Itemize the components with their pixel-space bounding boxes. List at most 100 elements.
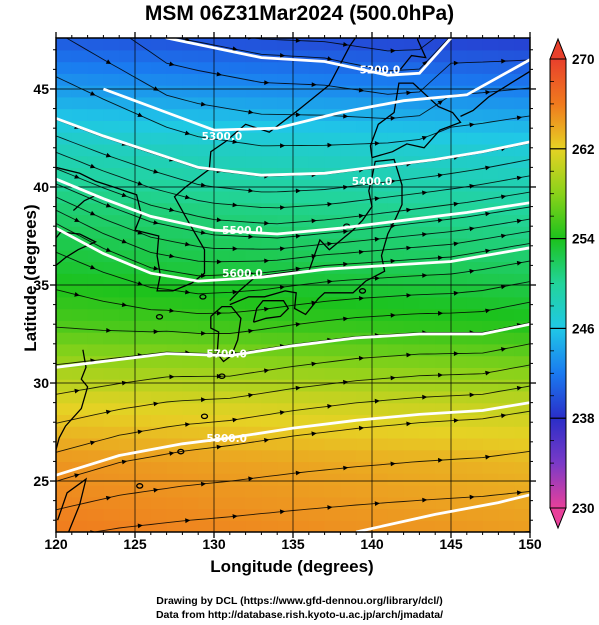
field-cell — [135, 320, 152, 333]
field-cell — [87, 402, 104, 415]
wind-arrow — [500, 347, 507, 352]
field-cell — [372, 367, 389, 380]
field-cell — [293, 155, 310, 168]
field-cell — [87, 108, 104, 121]
field-cell — [103, 461, 120, 474]
field-cell — [261, 179, 278, 192]
field-cell — [308, 226, 326, 239]
field-cell — [135, 426, 152, 439]
field-cell — [293, 179, 310, 192]
field-cell — [150, 461, 168, 474]
field-cell — [451, 167, 468, 180]
field-cell — [324, 96, 341, 110]
field-cell — [308, 367, 326, 380]
wind-arrow — [137, 523, 143, 529]
field-cell — [182, 285, 199, 298]
field-cell — [403, 296, 420, 310]
wind-arrow — [406, 538, 411, 543]
field-cell — [419, 308, 436, 321]
colorbar-label: 238 — [572, 411, 595, 426]
field-cell — [150, 73, 168, 86]
wind-arrow — [295, 322, 301, 327]
field-cell — [435, 108, 452, 121]
field-cell — [150, 485, 168, 498]
field-cell — [372, 226, 389, 239]
field-cell — [277, 155, 294, 168]
field-cell — [324, 143, 341, 157]
field-cell — [198, 449, 215, 463]
field-cell — [182, 332, 199, 345]
field-cell — [71, 449, 89, 463]
field-cell — [324, 367, 341, 380]
field-cell — [150, 367, 168, 380]
field-cell — [293, 143, 310, 157]
field-cell — [514, 343, 530, 357]
wind-arrow — [312, 544, 317, 549]
wind-arrow — [469, 494, 475, 500]
field-cell — [372, 320, 389, 333]
field-cell — [119, 249, 136, 263]
wind-arrow — [295, 233, 301, 239]
field-cell — [277, 332, 294, 345]
field-cell — [56, 343, 73, 357]
field-cell — [261, 449, 278, 463]
field-cell — [119, 426, 136, 439]
wind-arrow — [517, 3, 522, 8]
field-cell — [466, 108, 484, 121]
field-cell — [71, 332, 89, 345]
field-cell — [403, 426, 420, 439]
wind-arrow — [453, 241, 459, 247]
field-cell — [214, 190, 231, 204]
wind-arrow — [264, 258, 270, 264]
field-cell — [419, 320, 436, 333]
field-cell — [166, 320, 183, 333]
field-cell — [293, 38, 310, 51]
wind-arrow — [74, 292, 80, 297]
field-cell — [308, 496, 326, 510]
field-cell — [103, 343, 120, 357]
field-cell — [498, 296, 515, 310]
field-cell — [356, 508, 373, 521]
field-cell — [198, 49, 215, 63]
field-cell — [308, 49, 326, 63]
wind-arrow — [105, 203, 112, 208]
field-cell — [514, 73, 530, 86]
field-cell — [198, 379, 215, 392]
field-cell — [182, 179, 199, 192]
field-cell — [87, 520, 104, 532]
field-cell — [229, 214, 247, 227]
field-cell — [466, 426, 484, 439]
field-cell — [71, 73, 89, 86]
field-cell — [135, 390, 152, 404]
streamline — [56, 0, 530, 31]
field-cell — [451, 320, 468, 333]
field-cell — [482, 426, 499, 439]
field-cell — [372, 379, 389, 392]
field-cell — [214, 49, 231, 63]
wind-arrow — [74, 0, 80, 3]
field-cell — [403, 120, 420, 133]
field-cell — [419, 379, 436, 392]
wind-arrow — [501, 13, 506, 18]
wind-arrow — [153, 86, 159, 91]
wind-arrow — [422, 8, 427, 13]
field-cell — [198, 61, 215, 74]
field-cell — [245, 496, 262, 510]
field-cell — [150, 167, 168, 180]
field-cell — [119, 273, 136, 286]
wind-arrow — [343, 465, 349, 471]
field-cell — [245, 437, 262, 451]
field-cell — [182, 190, 199, 204]
field-cell — [466, 402, 484, 415]
field-cell — [245, 249, 262, 263]
field-cell — [71, 49, 89, 63]
field-cell — [293, 214, 310, 227]
field-cell — [229, 402, 247, 415]
field-cell — [182, 355, 199, 368]
field-cell — [340, 508, 357, 521]
field-cell — [103, 437, 120, 451]
wind-arrow — [232, 417, 238, 423]
field-cell — [293, 202, 310, 216]
field-cell — [482, 414, 499, 427]
field-cell — [71, 402, 89, 415]
